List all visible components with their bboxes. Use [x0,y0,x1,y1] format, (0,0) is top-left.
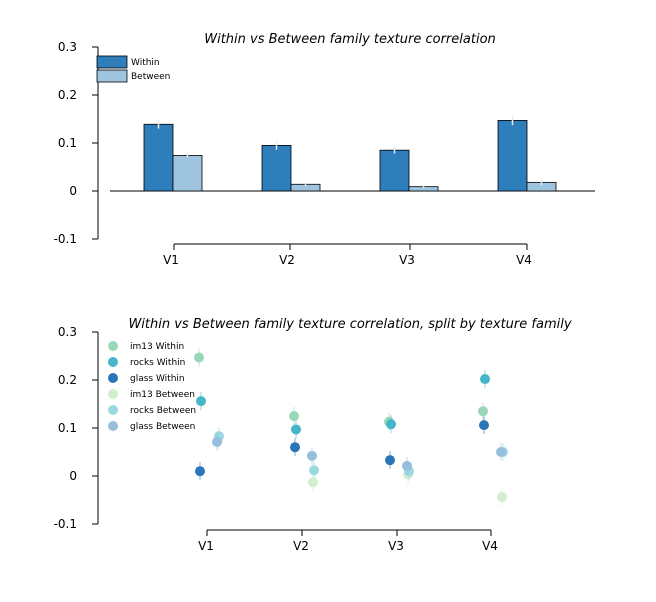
y-tick-label: 0.1 [58,421,77,435]
scatter-point [402,460,412,471]
scatter-point [496,447,506,457]
x-tick-label: V1 [198,539,214,553]
y-tick-label: 0 [69,469,77,483]
legend-label: glass Within [130,374,185,384]
legend-label: Between [131,72,170,82]
legend-marker [108,421,118,431]
scatter-point [291,424,301,435]
scatter-point [194,352,204,363]
y-tick-label: 0 [69,184,77,198]
bar-chart-y-axis: 0.3 0.2 0.1 0 -0.1 [54,40,99,246]
x-tick-label: V2 [293,539,309,553]
x-tick-label: V4 [516,253,532,267]
scatter-point [196,396,206,407]
legend-label: im13 Between [130,390,195,400]
bar-chart-title: Within vs Between family texture correla… [204,32,496,47]
scatter-point [479,420,489,431]
y-tick-label: 0.2 [58,88,77,102]
legend-marker [108,357,118,367]
scatter-chart-title: Within vs Between family texture correla… [128,317,571,332]
legend-swatch [96,69,128,83]
x-tick-label: V4 [482,539,498,553]
x-tick-label: V3 [388,539,404,553]
x-tick-label: V2 [279,253,295,267]
scatter-point [290,442,300,453]
scatter-point [289,411,299,421]
legend-marker [108,405,118,415]
legend-swatch [96,55,128,69]
legend-marker [108,389,118,399]
legend-label: glass Between [130,422,195,432]
scatter-chart: Within vs Between family texture correla… [54,317,572,553]
y-tick-label: 0.3 [58,325,77,339]
scatter-point [385,455,395,466]
x-tick-label: V3 [399,253,415,267]
scatter-chart-legend: im13 Within rocks Within glass Within im13 … [108,341,196,432]
legend-label: Within [131,58,160,68]
legend-label: im13 Within [130,342,184,352]
bar-chart-x-axis: V1 V2 V3 V4 [163,243,532,267]
bar [379,149,410,192]
bar [172,155,203,192]
bar [261,144,292,192]
y-tick-label: -0.1 [54,517,77,531]
legend-marker [108,373,118,383]
legend-marker [108,341,118,351]
bar-chart-legend: Within Between [96,55,170,83]
scatter-chart-y-axis: 0.3 0.2 0.1 0 -0.1 [54,325,99,531]
y-tick-label: 0.3 [58,40,77,54]
scatter-point [308,477,318,488]
scatter-chart-points [194,348,508,507]
scatter-point [478,406,488,417]
legend-label: rocks Within [130,358,185,368]
scatter-chart-x-axis: V1 V2 V3 V4 [198,529,498,553]
bar-chart-bars [143,115,557,192]
scatter-point [497,492,507,503]
y-tick-label: 0.1 [58,136,77,150]
scatter-point [307,450,317,461]
y-tick-label: -0.1 [54,232,77,246]
bar [497,120,528,192]
scatter-point [195,466,205,477]
x-tick-label: V1 [163,253,179,267]
bar-chart: Within vs Between family texture correla… [54,32,595,267]
y-tick-label: 0.2 [58,373,77,387]
legend-label: rocks Between [130,406,196,416]
scatter-point [212,436,222,447]
scatter-point [480,374,490,385]
scatter-point [386,419,396,430]
scatter-point [309,465,319,476]
bar [143,123,174,192]
